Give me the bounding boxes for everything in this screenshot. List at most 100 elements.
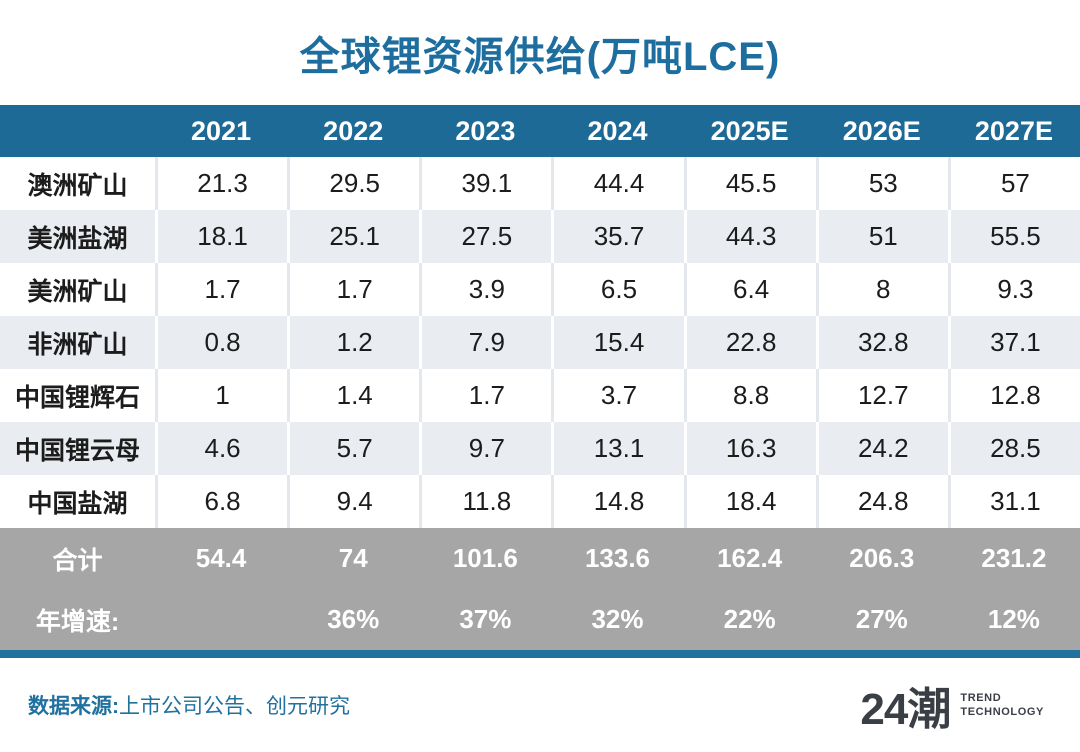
divider-stripe <box>0 650 1080 658</box>
table-cell: 1.2 <box>287 316 419 369</box>
table-cell: 24.8 <box>815 475 948 528</box>
table-cell: 12.7 <box>815 369 948 422</box>
row-label: 澳洲矿山 <box>27 171 128 200</box>
table-cell: 9.7 <box>419 422 551 475</box>
lithium-supply-table: 2021 2022 2023 2024 2025E 2026E 2027E 澳洲… <box>0 105 1080 650</box>
table-cell: 1.7 <box>155 263 287 316</box>
table-cell: 0.8 <box>155 316 287 369</box>
table-row-americas-brine: 美洲盐湖 18.1 25.1 27.5 35.7 44.3 51 55.5 <box>0 210 1080 263</box>
table-cell: 25.1 <box>287 210 419 263</box>
table-cell: 44.4 <box>551 157 683 210</box>
table-cell: 45.5 <box>683 157 816 210</box>
table-row-australia-mines: 澳洲矿山 21.3 29.5 39.1 44.4 45.5 53 57 <box>0 157 1080 210</box>
table-cell: 7.9 <box>419 316 551 369</box>
table-cell: 53 <box>815 157 948 210</box>
column-header-2027e: 2027E <box>974 115 1053 146</box>
row-label: 中国锂云母 <box>14 436 140 465</box>
table-cell: 15.4 <box>551 316 683 369</box>
footer-cell: 32% <box>591 604 644 634</box>
footer-cell: 22% <box>723 604 776 634</box>
footer-cell <box>155 589 287 650</box>
table-cell: 12.8 <box>947 369 1080 422</box>
table-cell: 11.8 <box>419 475 551 528</box>
table-cell: 57 <box>947 157 1080 210</box>
row-label: 中国盐湖 <box>27 489 128 518</box>
table-row-china-brine: 中国盐湖 6.8 9.4 11.8 14.8 18.4 24.8 31.1 <box>0 475 1080 528</box>
table-footer-total-row: 合计 54.4 74 101.6 133.6 162.4 206.3 231.2 <box>0 528 1080 589</box>
table-cell: 16.3 <box>683 422 816 475</box>
footer-cell: 162.4 <box>717 543 783 573</box>
brand-wordmark: 24潮 <box>860 685 951 734</box>
column-header-2025e: 2025E <box>710 115 789 146</box>
footer-cell: 101.6 <box>452 543 518 573</box>
table-cell: 5.7 <box>287 422 419 475</box>
table-cell: 37.1 <box>947 316 1080 369</box>
table-cell: 55.5 <box>947 210 1080 263</box>
brand-tagline-line1: TREND <box>960 691 1002 704</box>
footer-label: 合计 <box>52 546 103 575</box>
column-header-empty <box>0 105 155 157</box>
table-cell: 18.4 <box>683 475 816 528</box>
row-label: 中国锂辉石 <box>14 383 140 412</box>
table-cell: 39.1 <box>419 157 551 210</box>
table-cell: 6.8 <box>155 475 287 528</box>
table-cell: 1 <box>155 369 287 422</box>
table-cell: 8.8 <box>683 369 816 422</box>
footer-label: 年增速: <box>35 607 120 636</box>
table-row-americas-mines: 美洲矿山 1.7 1.7 3.9 6.5 6.4 8 9.3 <box>0 263 1080 316</box>
brand-logo: 24潮 TREND TECHNOLOGY <box>860 673 1044 737</box>
footer-cell: 74 <box>338 543 368 573</box>
table-cell: 1.4 <box>287 369 419 422</box>
footer-bar: 数据来源:上市公司公告、创元研究 24潮 TREND TECHNOLOGY <box>0 658 1080 752</box>
table-row-china-spodumene: 中国锂辉石 1 1.4 1.7 3.7 8.8 12.7 12.8 <box>0 369 1080 422</box>
table-cell: 3.7 <box>551 369 683 422</box>
brand-tagline-line2: TECHNOLOGY <box>960 706 1044 718</box>
table-header-row: 2021 2022 2023 2024 2025E 2026E 2027E <box>0 105 1080 157</box>
footer-cell: 37% <box>459 604 512 634</box>
table-footer-growth-row: 年增速: 36% 37% 32% 22% 27% 12% <box>0 589 1080 650</box>
table-cell: 1.7 <box>419 369 551 422</box>
table-cell: 8 <box>815 263 948 316</box>
row-label: 美洲矿山 <box>27 277 128 306</box>
footer-cell: 206.3 <box>849 543 915 573</box>
table-cell: 44.3 <box>683 210 816 263</box>
column-header-2023: 2023 <box>455 115 516 146</box>
data-source: 数据来源:上市公司公告、创元研究 <box>28 690 350 720</box>
table-cell: 6.4 <box>683 263 816 316</box>
table-cell: 21.3 <box>155 157 287 210</box>
footer-cell: 36% <box>327 604 380 634</box>
table-row-china-lepidolite: 中国锂云母 4.6 5.7 9.7 13.1 16.3 24.2 28.5 <box>0 422 1080 475</box>
table-cell: 29.5 <box>287 157 419 210</box>
table-cell: 24.2 <box>815 422 948 475</box>
table-cell: 14.8 <box>551 475 683 528</box>
table-cell: 6.5 <box>551 263 683 316</box>
table-cell: 32.8 <box>815 316 948 369</box>
table-cell: 51 <box>815 210 948 263</box>
data-source-text: 上市公司公告、创元研究 <box>119 695 350 718</box>
page-title: 全球锂资源供给(万吨LCE) <box>299 34 781 79</box>
table-cell: 35.7 <box>551 210 683 263</box>
table-cell: 13.1 <box>551 422 683 475</box>
table-cell: 4.6 <box>155 422 287 475</box>
table-cell: 3.9 <box>419 263 551 316</box>
footer-cell: 54.4 <box>195 543 247 573</box>
footer-cell: 27% <box>855 604 908 634</box>
table-cell: 9.4 <box>287 475 419 528</box>
column-header-2022: 2022 <box>323 115 384 146</box>
brand-tagline: TREND TECHNOLOGY <box>960 691 1044 720</box>
footer-cell: 231.2 <box>981 543 1047 573</box>
table-cell: 27.5 <box>419 210 551 263</box>
table-cell: 9.3 <box>947 263 1080 316</box>
table-cell: 31.1 <box>947 475 1080 528</box>
table-cell: 1.7 <box>287 263 419 316</box>
table-cell: 18.1 <box>155 210 287 263</box>
column-header-2026e: 2026E <box>842 115 921 146</box>
column-header-2024: 2024 <box>587 115 648 146</box>
table-cell: 22.8 <box>683 316 816 369</box>
column-header-2021: 2021 <box>191 115 252 146</box>
footer-cell: 133.6 <box>584 543 651 573</box>
row-label: 美洲盐湖 <box>27 224 128 253</box>
table-cell: 28.5 <box>947 422 1080 475</box>
data-source-prefix: 数据来源: <box>28 695 119 718</box>
